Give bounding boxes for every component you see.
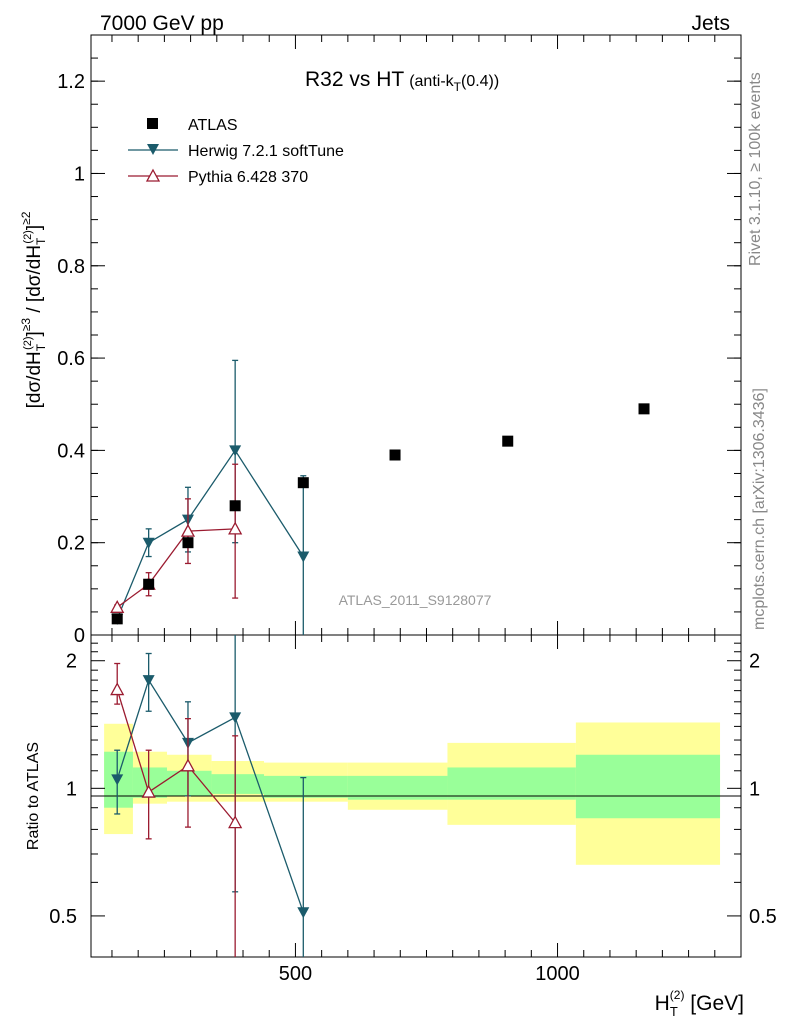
ratio-herwig-point: [297, 907, 310, 919]
legend-pythia-marker: [145, 168, 161, 182]
main-y-tick-label: 0.4: [57, 440, 85, 462]
ratio-series-pythia: [110, 662, 243, 957]
x-tick-label: 1000: [535, 963, 580, 985]
ratio-y-tick-label-right: 1: [749, 778, 760, 800]
main-atlas-point: [502, 435, 514, 447]
main-atlas-point: [229, 500, 241, 512]
ratio-band-inner: [263, 775, 348, 798]
main-title-suffix: (anti-k: [409, 73, 454, 90]
main-atlas-point: [389, 449, 401, 461]
main-pythia-point: [228, 521, 243, 535]
legend: ATLAS Herwig 7.2.1 softTune Pythia 6.428…: [128, 117, 344, 186]
legend-pythia-label: Pythia 6.428 370: [188, 169, 308, 186]
ratio-y-tick-label-right: 2: [749, 651, 760, 673]
main-series-layer: [110, 359, 650, 635]
ratio-band-inner: [347, 775, 448, 800]
legend-herwig-marker: [147, 144, 159, 155]
ratio-band-inner: [575, 754, 721, 819]
ratio-series-layer: [110, 635, 310, 957]
main-herwig-point: [229, 445, 242, 457]
main-title-sub: T: [454, 80, 462, 94]
ratio-herwig-point: [229, 712, 242, 724]
main-pythia-point: [110, 599, 125, 613]
ratio-bands: [104, 722, 721, 865]
main-pythia-line: [116, 528, 236, 608]
main-herwig-line: [116, 449, 304, 620]
main-title-tail: (0.4)): [461, 73, 499, 90]
energy-label: 7000 GeV pp: [100, 12, 224, 35]
ratio-band-inner: [211, 774, 264, 794]
x-axis-label: HT(2) [GeV]: [655, 988, 744, 1019]
main-atlas-point: [143, 578, 155, 590]
main-series-herwig: [111, 359, 310, 635]
ratio-herwig-point: [111, 774, 124, 786]
ratio-y-tick-label: 2: [66, 651, 77, 673]
main-title-text: R32 vs HT: [305, 68, 404, 91]
main-y-tick-label: 0: [74, 625, 85, 647]
ratio-y-axis-label: Ratio to ATLAS: [25, 742, 42, 850]
ratio-band-inner: [447, 767, 576, 800]
main-y-tick-label: 1.2: [57, 71, 85, 93]
ratio-y-axis: 0.5 0.5 1 1 2 2: [49, 642, 777, 928]
main-herwig-point: [297, 551, 310, 563]
legend-herwig-label: Herwig 7.2.1 softTune: [188, 143, 344, 160]
main-y-tick-label: 0.6: [57, 348, 85, 370]
ratio-pythia-point: [180, 758, 196, 772]
main-y-tick-label: 1: [74, 163, 85, 185]
x-axis: 500 1000: [111, 35, 716, 985]
ratio-band-inner: [167, 770, 212, 796]
main-y-axis-label: [dσ/dHT(2)]≥3 / [dσ/dHT(2)]≥2: [19, 211, 48, 408]
ratio-herwig-point: [142, 675, 155, 687]
main-series-pythia: [110, 463, 243, 613]
legend-atlas-marker: [147, 118, 158, 129]
ratio-y-tick-label: 0.5: [49, 906, 77, 928]
main-y-tick-label: 0.2: [57, 533, 85, 555]
mcplots-label: mcplots.cern.ch [arXiv:1306.3436]: [751, 388, 768, 630]
legend-atlas-label: ATLAS: [188, 117, 238, 134]
ratio-pythia-line: [116, 689, 236, 824]
main-atlas-point: [297, 477, 309, 489]
ratio-pythia-point: [110, 682, 125, 696]
main-atlas-point: [111, 613, 123, 625]
ratio-pythia-point: [228, 815, 243, 829]
main-pythia-point: [180, 523, 196, 537]
ratio-y-tick-label-right: 0.5: [749, 906, 777, 928]
main-atlas-point: [638, 403, 650, 415]
main-series-atlas: [111, 403, 650, 625]
main-herwig-point: [142, 537, 155, 549]
main-y-axis: 0 0.2 0.4 0.6 0.8 1 1.2: [57, 34, 741, 647]
ratio-pythia-point: [141, 784, 156, 798]
analysis-watermark: ATLAS_2011_S9128077: [339, 592, 492, 608]
process-label: Jets: [691, 12, 730, 35]
main-title: R32 vs HT (anti-kT(0.4)): [305, 68, 499, 94]
main-y-axis-label-text: [dσ/dHT(2)]≥3 / [dσ/dHT(2)]≥2: [19, 211, 48, 408]
ratio-y-tick-label: 1: [66, 778, 77, 800]
x-tick-label: 500: [279, 963, 312, 985]
rivet-label: Rivet 3.1.10, ≥ 100k events: [747, 72, 764, 266]
main-y-tick-label: 0.8: [57, 256, 85, 278]
main-atlas-point: [182, 537, 194, 549]
